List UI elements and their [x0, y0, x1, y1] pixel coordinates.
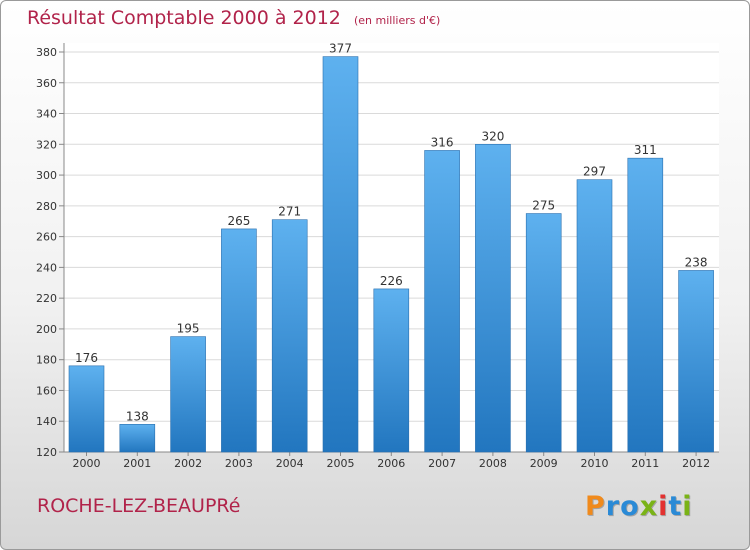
- commune-name: ROCHE-LEZ-BEAUPRé: [37, 495, 241, 517]
- y-tick-label: 140: [36, 415, 57, 428]
- bar: [271, 219, 308, 453]
- y-tick-label: 360: [36, 77, 57, 90]
- label-layer: 120 140 160 180 200 220 240 260 280 300 320 340 360 3…: [36, 42, 710, 470]
- logo-letter: i: [682, 491, 693, 522]
- bar-value-label: 377: [329, 42, 352, 56]
- bar-value-label: 311: [634, 143, 657, 157]
- bar: [475, 144, 511, 453]
- bar-value-label: 138: [126, 409, 149, 423]
- bar: [322, 56, 359, 453]
- bar-value-label: 226: [380, 274, 403, 288]
- bar: [119, 424, 156, 453]
- x-tick-label: 2001: [123, 457, 151, 470]
- title-row: Résultat Comptable 2000 à 2012 (en milli…: [27, 7, 440, 29]
- y-tick-label: 380: [36, 46, 57, 59]
- x-tick-label: 2010: [581, 457, 609, 470]
- bar: [424, 150, 460, 453]
- bar-value-label: 316: [431, 135, 454, 149]
- bar-value-label: 265: [227, 214, 250, 228]
- proxiti-logo: Proxiti: [585, 491, 693, 522]
- y-tick-label: 120: [36, 446, 57, 459]
- y-tick-label: 160: [36, 384, 57, 397]
- bar: [373, 288, 410, 453]
- bar-value-label: 195: [177, 322, 200, 336]
- bar-value-label: 297: [583, 165, 606, 179]
- bar: [576, 179, 613, 453]
- y-tick-label: 340: [36, 108, 57, 121]
- x-tick-label: 2012: [682, 457, 710, 470]
- bar-layer: [68, 56, 714, 453]
- y-tick-label: 180: [36, 354, 57, 367]
- bar-value-label: 176: [75, 351, 98, 365]
- x-tick-label: 2000: [73, 457, 101, 470]
- y-tick-label: 220: [36, 292, 57, 305]
- logo-letter: t: [668, 491, 683, 522]
- bar: [170, 336, 206, 453]
- x-tick-label: 2008: [479, 457, 507, 470]
- y-tick-label: 300: [36, 169, 57, 182]
- y-tick-label: 260: [36, 231, 57, 244]
- bar: [525, 213, 562, 453]
- x-tick-label: 2011: [631, 457, 659, 470]
- x-tick-label: 2004: [276, 457, 304, 470]
- logo-letter: r: [605, 491, 621, 522]
- bar: [221, 228, 257, 453]
- logo-letter: x: [639, 491, 659, 522]
- logo-letter: P: [585, 491, 606, 522]
- y-tick-label: 240: [36, 261, 57, 274]
- x-tick-label: 2002: [174, 457, 202, 470]
- x-tick-label: 2005: [327, 457, 355, 470]
- bar: [627, 157, 664, 453]
- bar-value-label: 238: [685, 255, 708, 269]
- y-tick-label: 320: [36, 138, 57, 151]
- bar-value-label: 320: [481, 129, 504, 143]
- bar-value-label: 271: [278, 205, 301, 219]
- x-tick-label: 2006: [377, 457, 405, 470]
- bar: [678, 270, 714, 453]
- chart-title: Résultat Comptable 2000 à 2012: [27, 7, 341, 29]
- logo-letter: i: [658, 491, 669, 522]
- logo-letter: o: [620, 491, 640, 522]
- y-tick-label: 280: [36, 200, 57, 213]
- bar-value-label: 275: [532, 199, 555, 213]
- chart-unit: (en milliers d'€): [353, 14, 441, 27]
- x-tick-label: 2009: [530, 457, 558, 470]
- x-tick-label: 2003: [225, 457, 253, 470]
- bar: [68, 365, 105, 453]
- bar-chart: 120 140 160 180 200 220 240 260 280 300 320 340 360 3…: [36, 42, 719, 470]
- y-tick-label: 200: [36, 323, 57, 336]
- x-tick-label: 2007: [428, 457, 456, 470]
